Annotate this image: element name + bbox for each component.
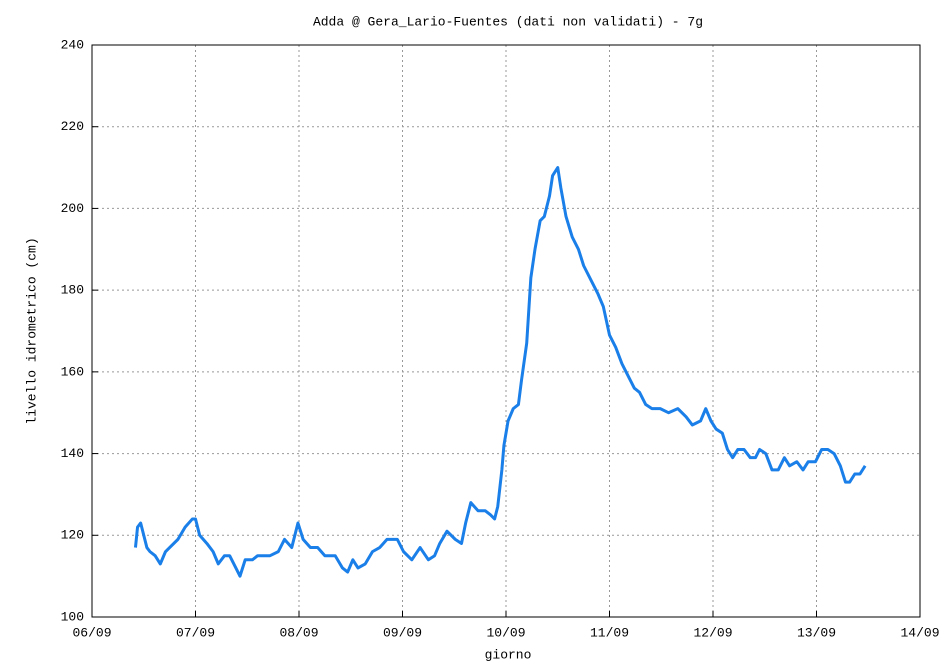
data-line <box>133 166 867 578</box>
y-tick-label: 240 <box>61 37 84 52</box>
y-axis-label: livello idrometrico (cm) <box>24 237 39 424</box>
x-axis-label: giorno <box>485 647 532 662</box>
y-tick-label: 100 <box>61 609 84 624</box>
y-tick-label: 140 <box>61 446 84 461</box>
plot-frame <box>91 44 921 618</box>
x-tick-label: 11/09 <box>590 625 629 640</box>
x-tick-label: 08/09 <box>279 625 318 640</box>
y-tick-label: 120 <box>61 528 84 543</box>
x-tick-label: 10/09 <box>486 625 525 640</box>
x-tick-label: 07/09 <box>176 625 215 640</box>
chart-title: Adda @ Gera_Lario-Fuentes (dati non vali… <box>313 14 703 29</box>
y-tick-label: 200 <box>61 201 84 216</box>
x-tick-label: 13/09 <box>797 625 836 640</box>
y-tick-label: 180 <box>61 283 84 298</box>
x-tick-label: 14/09 <box>900 625 939 640</box>
y-tick-label: 160 <box>61 364 84 379</box>
y-tick-label: 220 <box>61 119 84 134</box>
x-tick-label: 09/09 <box>383 625 422 640</box>
x-tick-label: 06/09 <box>72 625 111 640</box>
x-tick-label: 12/09 <box>693 625 732 640</box>
